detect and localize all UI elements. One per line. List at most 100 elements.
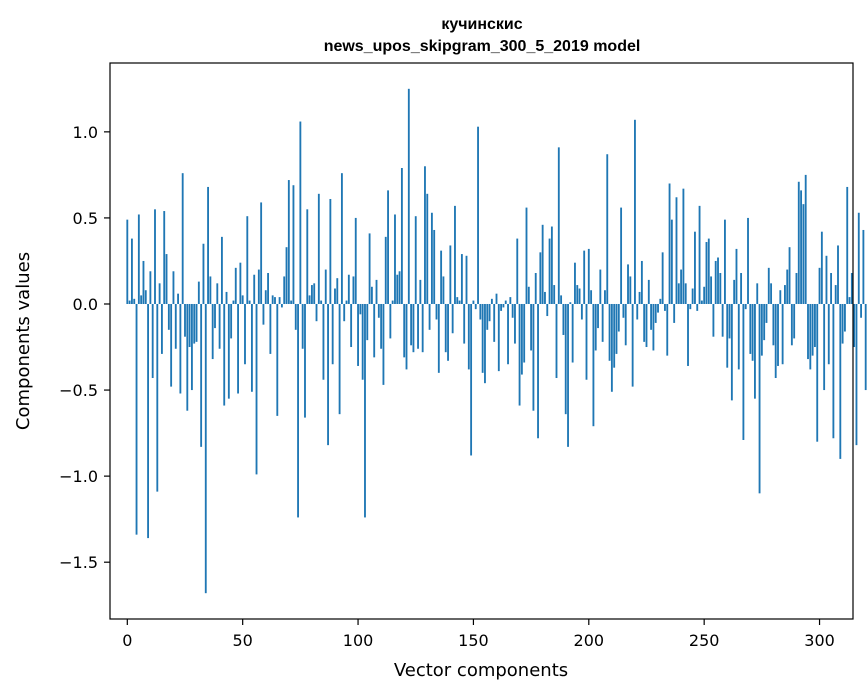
bar [610,303,613,392]
bar [615,303,618,354]
bar [862,229,865,304]
bar [638,291,641,304]
x-tick-label: 250 [689,631,720,650]
bar [846,186,849,304]
bar [827,303,830,365]
bar [590,290,593,304]
bar [509,297,512,304]
bar [158,283,161,304]
bar [260,202,263,304]
bar [350,303,353,348]
bar [430,212,433,304]
bar [253,274,256,304]
bar [384,236,387,304]
y-tick-label: −0.5 [59,381,98,400]
bar [405,303,408,370]
bar [444,303,447,353]
bar [442,276,445,304]
bar [370,286,373,304]
bar [290,300,293,304]
bar [698,205,701,304]
bar [583,250,586,304]
bar [834,285,837,304]
bar [601,303,604,342]
bar [772,303,775,346]
bar [647,279,650,304]
bar [629,276,632,304]
bar [267,273,269,304]
bar [569,302,572,304]
plot-area-frame [109,62,854,620]
bar [578,288,581,304]
bar [737,303,740,370]
x-axis-ticks: 0 50 100 150 200 250 300 [122,619,835,650]
bar [788,247,791,304]
bar [837,245,839,304]
bar [779,290,782,304]
bar [433,229,436,304]
bar [223,303,226,406]
bar [564,303,567,415]
bar [193,303,196,344]
bar [474,303,477,310]
bar [269,303,272,354]
bar [853,303,856,348]
bar [426,193,429,304]
bar [144,290,147,304]
bar [336,278,339,304]
bar [703,286,706,304]
bar [742,303,745,440]
bar [786,269,789,304]
bar [209,276,212,304]
bar [594,303,597,351]
bar [435,303,438,320]
bar [359,303,362,315]
bar [317,193,320,304]
bar [634,119,636,304]
bar [493,303,496,342]
bar [767,267,770,304]
x-tick-label: 50 [232,631,252,650]
bar [467,303,470,370]
bar [315,303,318,322]
bar [424,166,426,304]
bar [486,303,489,330]
x-tick-label: 200 [574,631,605,650]
bar [211,303,214,360]
bar [758,303,761,494]
bar [650,303,653,330]
bar [797,181,800,304]
bar [274,297,276,304]
bar [809,303,812,370]
bar [585,303,588,380]
bar [541,224,544,304]
bar [664,303,666,311]
bar [597,303,599,329]
bar [250,303,253,392]
bar [820,231,823,304]
bar [230,303,233,339]
bar [200,303,203,447]
y-tick-label: 1.0 [73,123,98,142]
bar [375,279,378,304]
bar [613,303,616,368]
bar [668,183,671,304]
bar [285,247,288,304]
bar [449,245,452,304]
bar [481,303,484,373]
bar [412,303,415,353]
bar [754,303,756,399]
bar [186,303,189,411]
bar [608,303,611,361]
bar [802,204,805,304]
bar [301,303,304,349]
bar [816,303,819,442]
bar [347,274,350,304]
bar [417,303,419,349]
bar [177,293,179,304]
x-tick-label: 300 [804,631,835,650]
bar [774,303,777,379]
bar [770,283,773,304]
bar [310,285,313,304]
